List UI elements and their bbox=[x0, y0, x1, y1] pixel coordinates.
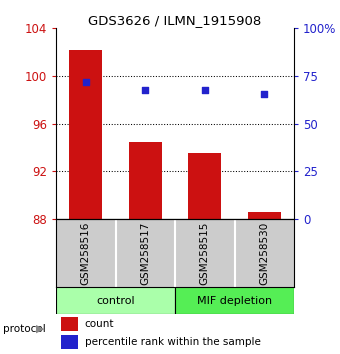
Text: protocol: protocol bbox=[3, 324, 46, 333]
Point bbox=[143, 87, 148, 93]
Point bbox=[262, 91, 267, 97]
Bar bbox=[61, 317, 78, 331]
Text: MIF depletion: MIF depletion bbox=[197, 296, 272, 306]
Text: count: count bbox=[85, 319, 114, 329]
Text: percentile rank within the sample: percentile rank within the sample bbox=[85, 337, 260, 347]
Text: GSM258515: GSM258515 bbox=[200, 221, 210, 285]
Bar bbox=[69, 50, 102, 219]
Text: GSM258530: GSM258530 bbox=[259, 221, 269, 285]
Bar bbox=[56, 287, 175, 314]
Point bbox=[202, 87, 207, 93]
Title: GDS3626 / ILMN_1915908: GDS3626 / ILMN_1915908 bbox=[88, 14, 262, 27]
Text: control: control bbox=[96, 296, 135, 306]
Text: GSM258516: GSM258516 bbox=[81, 221, 91, 285]
Bar bbox=[129, 142, 162, 219]
Bar bbox=[188, 154, 221, 219]
Bar bbox=[248, 212, 281, 219]
Text: ▶: ▶ bbox=[36, 324, 44, 333]
Point bbox=[83, 79, 88, 85]
Bar bbox=[175, 287, 294, 314]
Text: GSM258517: GSM258517 bbox=[140, 221, 150, 285]
Bar bbox=[61, 335, 78, 349]
